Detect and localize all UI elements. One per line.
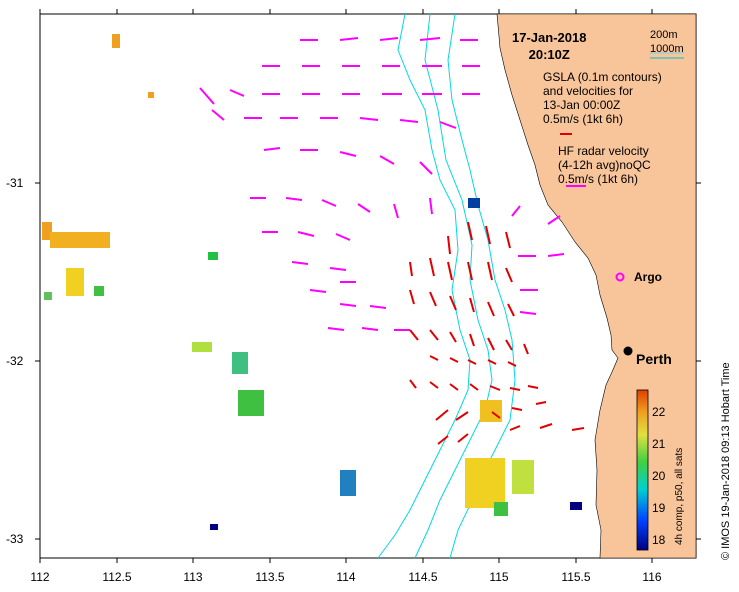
hf-legend-line2: (4-12h avg)noQC (558, 158, 651, 172)
x-tick-label: 112 (30, 570, 50, 584)
gsla-legend: GSLA (0.1m contours) and velocities for … (543, 70, 662, 126)
gsla-legend-line4: 0.5m/s (1kt 6h) (543, 112, 624, 126)
x-tick-label: 114 (336, 570, 356, 584)
depth-legend-200: 200m (650, 29, 678, 41)
gsla-legend-line2: and velocities for (543, 84, 634, 98)
colorbar-tick: 22 (652, 405, 666, 419)
hf-legend-line3: 0.5m/s (1kt 6h) (558, 172, 639, 186)
perth-marker (623, 346, 633, 356)
x-tick-label: 115 (489, 570, 509, 584)
credit-text: © IMOS 19-Jan-2018 09:13 Hobart Time (720, 362, 732, 560)
colorbar-tick: 19 (652, 501, 666, 515)
colorbar-tick: 21 (652, 437, 666, 451)
gsla-legend-line3: 13-Jan 00:00Z (543, 98, 621, 112)
timestamp-time: 20:10Z (528, 47, 570, 62)
y-tick-label: -32 (6, 354, 24, 368)
timestamp-date: 17-Jan-2018 (512, 30, 587, 45)
hf-legend-line1: HF radar velocity (558, 144, 649, 158)
x-tick-label: 113.5 (255, 570, 285, 584)
y-tick-label: -33 (6, 532, 24, 546)
argo-label: Argo (634, 270, 662, 284)
gsla-legend-line1: GSLA (0.1m contours) (543, 70, 662, 84)
axis-ticks (35, 9, 701, 563)
sst-patches (42, 34, 582, 530)
x-tick-label: 114.5 (408, 570, 438, 584)
timestamp: 17-Jan-2018 20:10Z (512, 29, 586, 63)
x-tick-label: 115.5 (561, 570, 591, 584)
hf-radar-arrows (199, 37, 586, 331)
x-tick-label: 113 (183, 570, 203, 584)
colorbar-tick: 18 (652, 533, 666, 547)
isobath-1000m-b (414, 13, 493, 559)
depth-legend-1000: 1000m (650, 43, 684, 55)
x-tick-label: 116 (642, 570, 662, 584)
depth-legend: 200m 1000m (650, 28, 684, 56)
argo-marker (615, 272, 625, 282)
x-tick-label: 112.5 (102, 570, 132, 584)
colorbar (636, 389, 649, 551)
colorbar-tick: 20 (652, 469, 666, 483)
gsla-arrows (409, 133, 585, 445)
y-tick-label: -31 (6, 176, 24, 190)
colorbar-label: 4h comp, p50, all sats (674, 447, 685, 545)
hf-legend: HF radar velocity (4-12h avg)noQC 0.5m/s… (558, 144, 651, 186)
perth-label: Perth (636, 351, 672, 367)
